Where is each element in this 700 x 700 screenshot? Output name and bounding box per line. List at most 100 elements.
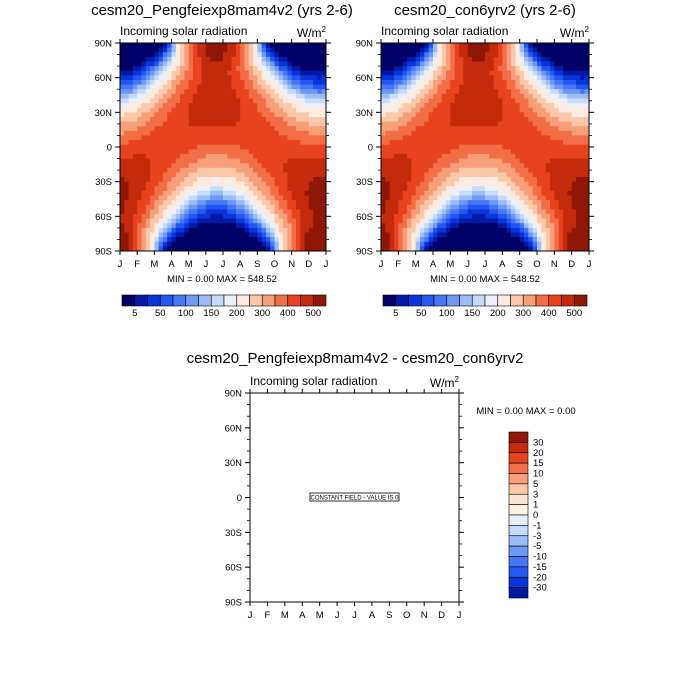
field-cell xyxy=(402,163,408,169)
field-cell xyxy=(175,167,181,173)
field-cell xyxy=(420,163,425,169)
field-cell xyxy=(511,200,516,206)
field-cell xyxy=(150,167,155,173)
y-tick-label: 60N xyxy=(356,73,374,84)
field-cell xyxy=(515,135,521,141)
field-cell xyxy=(240,93,245,99)
field-cell xyxy=(446,47,451,53)
field-cell xyxy=(567,47,573,53)
field-cell xyxy=(240,214,245,220)
field-cell xyxy=(558,70,564,76)
field-cell xyxy=(489,70,495,76)
field-cell xyxy=(506,93,512,99)
field-cell xyxy=(506,66,512,72)
field-cell xyxy=(489,149,495,155)
field-cell xyxy=(308,172,314,178)
field-cell xyxy=(398,200,404,206)
field-cell xyxy=(446,56,451,62)
field-cell xyxy=(537,218,542,224)
field-cell xyxy=(381,121,386,127)
field-cell xyxy=(128,186,134,192)
field-cell xyxy=(295,144,301,150)
field-cell xyxy=(304,89,310,95)
field-cell xyxy=(308,246,314,252)
field-cell xyxy=(467,200,473,206)
field-cell xyxy=(201,52,207,58)
field-cell xyxy=(558,163,564,169)
field-cell xyxy=(415,223,421,229)
field-cell xyxy=(437,140,443,146)
field-cell xyxy=(150,200,155,206)
field-cell xyxy=(424,190,430,196)
field-cell xyxy=(150,93,155,99)
field-cell xyxy=(253,237,258,243)
field-cell xyxy=(420,126,425,132)
field-cell xyxy=(270,89,275,95)
field-cell xyxy=(571,190,577,196)
field-cell xyxy=(420,52,425,58)
field-cell xyxy=(261,116,267,122)
field-cell xyxy=(261,237,267,243)
field-cell xyxy=(407,163,412,169)
field-cell xyxy=(489,84,495,90)
field-cell xyxy=(389,158,395,164)
field-cell xyxy=(554,70,560,76)
field-cell xyxy=(567,84,573,90)
field-cell xyxy=(257,56,263,62)
field-cell xyxy=(515,121,521,127)
field-cell xyxy=(489,195,495,201)
field-cell xyxy=(385,43,391,49)
field-cell xyxy=(235,241,241,247)
field-cell xyxy=(385,186,391,192)
field-cell xyxy=(524,149,529,155)
field-cell xyxy=(201,93,207,99)
field-cell xyxy=(154,227,160,233)
field-cell xyxy=(576,218,581,224)
field-cell xyxy=(313,107,318,113)
field-cell xyxy=(308,47,314,53)
field-cell xyxy=(407,116,412,122)
field-cell xyxy=(175,186,181,192)
field-cell xyxy=(317,200,323,206)
field-cell xyxy=(450,93,456,99)
field-cell xyxy=(381,130,386,136)
field-cell xyxy=(278,241,284,247)
field-cell xyxy=(253,163,258,169)
field-cell xyxy=(321,181,327,187)
field-cell xyxy=(463,84,469,90)
field-cell xyxy=(433,93,438,99)
field-cell xyxy=(227,121,232,127)
field-cell xyxy=(385,66,391,72)
field-cell xyxy=(137,218,142,224)
field-cell xyxy=(480,246,486,252)
field-cell xyxy=(394,84,399,90)
field-cell xyxy=(407,232,412,238)
field-cell xyxy=(489,204,495,210)
x-tick-label: F xyxy=(265,610,271,621)
field-cell xyxy=(201,232,207,238)
field-cell xyxy=(394,47,399,53)
field-cell xyxy=(415,186,421,192)
field-cell xyxy=(402,167,408,173)
field-cell xyxy=(128,56,134,62)
field-cell xyxy=(223,89,228,95)
field-cell xyxy=(563,116,568,122)
field-cell xyxy=(450,47,456,53)
field-cell xyxy=(524,200,529,206)
field-cell xyxy=(132,227,138,233)
field-cell xyxy=(415,43,421,49)
field-cell xyxy=(235,163,241,169)
field-cell xyxy=(415,56,421,62)
field-cell xyxy=(175,209,181,215)
field-cell xyxy=(446,79,451,85)
field-cell xyxy=(446,237,451,243)
field-cell xyxy=(489,158,495,164)
field-cell xyxy=(580,79,586,85)
field-cell xyxy=(248,121,254,127)
field-cell xyxy=(278,209,284,215)
field-cell xyxy=(550,218,555,224)
field-cell xyxy=(545,227,551,233)
field-cell xyxy=(167,79,172,85)
field-cell xyxy=(459,181,464,187)
field-cell xyxy=(576,214,581,220)
